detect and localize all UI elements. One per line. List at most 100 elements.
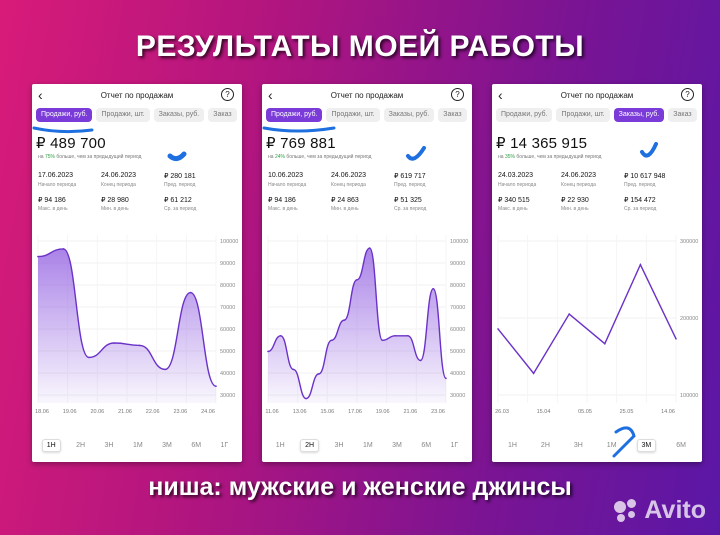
growth-percent: 75% [44, 154, 55, 160]
tab-orders-rub[interactable]: Заказы, руб. [383, 108, 435, 122]
y-tick-label: 100000 [680, 393, 698, 399]
total-amount: ₽ 489 700 [36, 135, 106, 152]
tab-sales-rub[interactable]: Продажи, руб. [496, 108, 553, 122]
period-1y[interactable]: 1Г [220, 442, 229, 449]
stat-label: Пред. период [164, 182, 196, 188]
x-tick-label: 23.06 [431, 409, 445, 415]
stat-value: 24.03.2023 [498, 172, 534, 179]
y-tick-label: 200000 [680, 316, 698, 322]
back-arrow-icon[interactable]: ‹ [268, 87, 273, 103]
tab-sales-pcs[interactable]: Продажи, шт. [96, 108, 150, 122]
period-1w[interactable]: 1Н [507, 442, 517, 449]
x-tick-label: 19.06 [376, 409, 390, 415]
sales-chart: 100000 90000 80000 70000 60000 50000 40000 3000… [265, 235, 468, 415]
page-title: Отчет по продажам [100, 91, 174, 100]
x-tick-label: 24.06 [201, 409, 215, 415]
period-3m[interactable]: 3М [162, 442, 172, 449]
x-tick-label: 21.06 [118, 409, 132, 415]
data-point [604, 342, 606, 345]
x-tick-label: 20.06 [90, 409, 104, 415]
x-tick-label: 19.06 [63, 409, 77, 415]
stat-value: ₽ 619 717 [394, 173, 426, 180]
data-point [292, 368, 295, 371]
avito-logo-text: Avito [644, 496, 706, 524]
y-tick-label: 90000 [220, 261, 235, 267]
tab-sales-pcs[interactable]: Продажи, шт. [556, 108, 610, 122]
data-point [279, 335, 282, 337]
back-arrow-icon[interactable]: ‹ [498, 87, 503, 103]
stat-label: Мин. в день [561, 206, 589, 212]
y-tick-label: 40000 [220, 371, 235, 377]
stat-value: ₽ 10 617 948 [624, 173, 666, 180]
period-1m[interactable]: 1М [132, 442, 143, 449]
metric-tabs: Продажи, руб. Продажи, шт. Заказы, руб. … [496, 108, 697, 122]
y-tick-label: 60000 [220, 327, 235, 333]
data-point [419, 359, 422, 362]
stat-label: Макс. в день [268, 206, 298, 212]
metric-tabs: Продажи, руб. Продажи, шт. Заказы, руб. … [266, 108, 467, 122]
y-tick-label: 300000 [680, 239, 698, 245]
help-icon[interactable]: ? [681, 88, 694, 101]
period-1m[interactable]: 1М [362, 442, 373, 449]
data-point [189, 291, 192, 294]
tab-sales-rub[interactable]: Продажи, руб. [36, 108, 93, 122]
stat-label: Макс. в день [498, 206, 528, 212]
period-3m[interactable]: 3М [636, 439, 657, 452]
period-1y[interactable]: 1Г [450, 442, 459, 449]
period-2w[interactable]: 2Н [76, 442, 86, 449]
y-tick-label: 50000 [220, 349, 235, 355]
total-amount: ₽ 14 365 915 [496, 135, 588, 152]
data-point [368, 247, 371, 249]
tab-orders-rub[interactable]: Заказы, руб. [613, 108, 665, 122]
period-2w[interactable]: 2Н [540, 442, 550, 449]
period-6m[interactable]: 6М [191, 442, 202, 449]
stat-label: Ср. за период [394, 206, 427, 212]
data-point [381, 339, 384, 342]
stat-label: Пред. период [394, 182, 426, 188]
y-tick-label: 30000 [220, 393, 235, 399]
period-6m[interactable]: 6М [421, 442, 432, 449]
data-point [445, 377, 447, 380]
orders-chart: 300000 200000 100000 26.03 15.04 05.05 25.05 14… [495, 235, 698, 415]
data-point [497, 328, 499, 330]
x-tick-label: 26.03 [495, 409, 509, 415]
period-6m[interactable]: 6М [676, 442, 686, 449]
data-point [330, 339, 333, 342]
y-tick-label: 40000 [450, 371, 465, 377]
tab-sales-rub[interactable]: Продажи, руб. [266, 108, 323, 122]
tab-orders[interactable]: Заказ [208, 108, 237, 122]
data-point [407, 335, 409, 337]
tab-orders[interactable]: Заказ [438, 108, 467, 122]
period-3w[interactable]: 3Н [334, 442, 344, 449]
help-icon[interactable]: ? [451, 88, 464, 101]
y-tick-label: 100000 [220, 239, 238, 245]
period-1w[interactable]: 1Н [275, 442, 285, 449]
x-tick-label: 13.06 [293, 409, 307, 415]
tab-orders[interactable]: Заказ [668, 108, 697, 122]
stat-value: 24.06.2023 [331, 172, 367, 179]
help-icon[interactable]: ? [221, 88, 234, 101]
x-tick-label: 05.05 [578, 409, 592, 415]
stat-label: Начало периода [268, 182, 307, 188]
phone-screenshot-2: ‹ Отчет по продажам ? Продажи, руб. Прод… [262, 84, 472, 462]
data-point [215, 385, 217, 387]
period-3w[interactable]: 3Н [573, 442, 583, 449]
x-tick-label: 23.06 [173, 409, 187, 415]
back-arrow-icon[interactable]: ‹ [38, 87, 43, 103]
phone-screenshot-1: ‹ Отчет по продажам ? Продажи, руб. Прод… [32, 84, 242, 462]
tab-sales-pcs[interactable]: Продажи, шт. [326, 108, 380, 122]
period-1w[interactable]: 1Н [41, 439, 61, 452]
series-area [268, 248, 446, 403]
avito-logo-icon [614, 498, 638, 523]
period-3w[interactable]: 3Н [104, 442, 114, 449]
period-2w[interactable]: 2Н [300, 439, 320, 452]
tab-orders-rub[interactable]: Заказы, руб. [153, 108, 205, 122]
y-tick-label: 90000 [450, 261, 465, 267]
data-point [37, 255, 39, 258]
stat-label: Ср. за период [164, 206, 197, 212]
x-tick-label: 21.06 [403, 409, 417, 415]
stat-value: ₽ 280 181 [164, 173, 196, 180]
stat-value: ₽ 61 212 [164, 197, 192, 204]
period-3m[interactable]: 3М [392, 442, 402, 449]
period-1m[interactable]: 1М [606, 442, 617, 449]
